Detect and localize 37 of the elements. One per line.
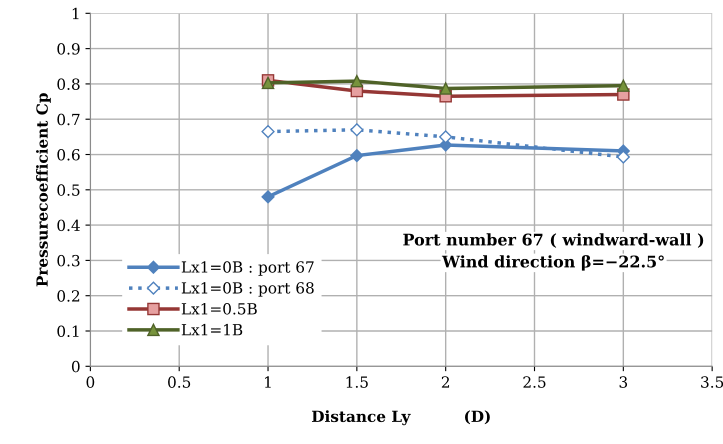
legend-label: Lx1=1B xyxy=(182,324,242,336)
legend-label: Lx1=0B : port 67 xyxy=(182,261,314,276)
x-tick-label: 0.5 xyxy=(168,376,190,388)
x-tick-label: 1 xyxy=(265,376,271,388)
point xyxy=(350,123,364,136)
y-tick-label: 0.5 xyxy=(57,184,80,196)
annotation: Port number 67 ( windward-wall ) xyxy=(403,233,704,248)
x-tick-label: 3 xyxy=(620,376,628,388)
x-axis-title: Distance Ly (D) xyxy=(312,410,490,426)
x-tick-label: 2 xyxy=(442,376,450,388)
y-tick-label: 1 xyxy=(72,8,78,20)
y-tick-label: 0.1 xyxy=(57,325,78,338)
x-tick-label: 2.5 xyxy=(523,376,546,388)
legend-label: Lx1=0B : port 68 xyxy=(182,282,314,297)
point xyxy=(350,148,364,162)
point xyxy=(439,82,452,95)
annotation: Wind direction β=−22.5° xyxy=(442,255,664,271)
x-tick-label: 1.5 xyxy=(346,376,368,388)
y-tick-label: 0.4 xyxy=(57,220,80,232)
point xyxy=(262,76,274,90)
point xyxy=(616,150,630,164)
point xyxy=(261,124,275,138)
x-tick-label: 3.5 xyxy=(701,376,723,388)
x-tick-label: 0 xyxy=(86,376,94,388)
y-tick-label: 0.2 xyxy=(57,290,80,302)
y-axis-title: Pressurecoefficient Cp xyxy=(36,93,51,286)
point xyxy=(350,74,364,88)
y-tick-label: 0.7 xyxy=(57,114,80,126)
y-tick-label: 0 xyxy=(72,360,80,372)
y-tick-label: 0.6 xyxy=(57,148,80,161)
point xyxy=(261,190,275,204)
y-tick-label: 0.9 xyxy=(57,43,80,55)
y-tick-label: 0.8 xyxy=(57,78,80,90)
y-tick-label: 0.3 xyxy=(57,254,80,266)
point xyxy=(439,130,452,144)
point xyxy=(617,79,630,92)
legend-label: Lx1=0.5B xyxy=(182,303,257,315)
